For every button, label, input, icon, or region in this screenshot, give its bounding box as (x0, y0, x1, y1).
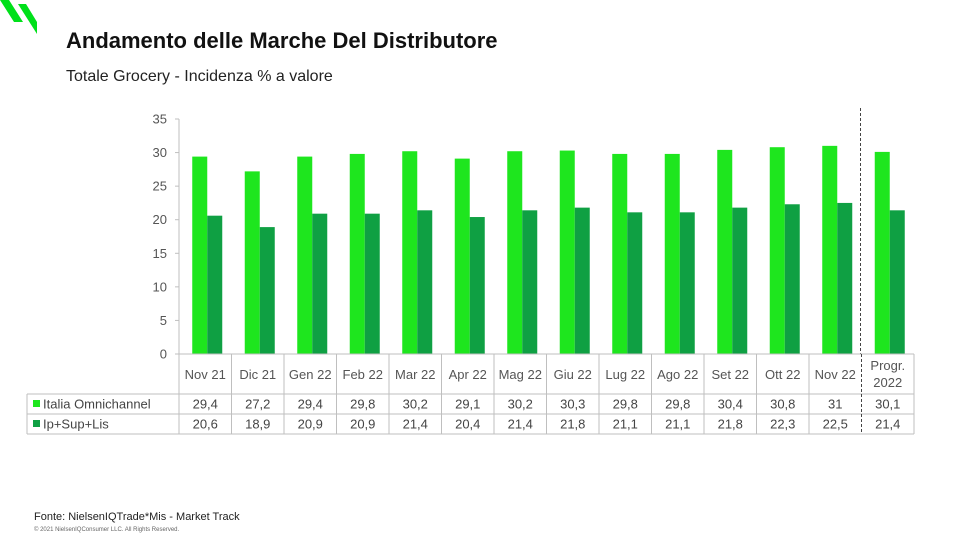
data-label: 21,8 (718, 417, 743, 432)
data-label: 18,9 (245, 417, 270, 432)
bar-ip-sup-lis (259, 227, 275, 354)
category-label: Apr 22 (449, 367, 487, 382)
data-label: 29,8 (665, 397, 690, 412)
data-label: 29,8 (350, 397, 375, 412)
data-label: 21,4 (403, 417, 428, 432)
bar-ip-sup-lis (574, 207, 590, 354)
data-label: 30,4 (718, 397, 743, 412)
page-title: Andamento delle Marche Del Distributore (66, 28, 498, 53)
y-tick-label: 35 (153, 112, 167, 127)
bar-ip-sup-lis (784, 204, 800, 354)
bar-ip-sup-lis (732, 207, 748, 354)
bar-ip-sup-lis (679, 212, 695, 354)
data-label: 21,1 (613, 417, 638, 432)
category-label: Lug 22 (605, 367, 645, 382)
y-tick-label: 0 (160, 347, 167, 362)
category-label: Mar 22 (395, 367, 435, 382)
y-tick-label: 5 (160, 313, 167, 328)
category-label: Feb 22 (343, 367, 383, 382)
data-label: 22,3 (770, 417, 795, 432)
category-label: Gen 22 (289, 367, 332, 382)
data-label: 27,2 (245, 397, 270, 412)
category-label: Set 22 (711, 367, 749, 382)
logo-stripe-right (18, 4, 37, 34)
data-label: 20,9 (298, 417, 323, 432)
page-subtitle: Totale Grocery - Incidenza % a valore (66, 68, 333, 85)
data-label: 21,8 (560, 417, 585, 432)
data-label: 30,2 (508, 397, 533, 412)
bar-italia-omnichannel (717, 149, 733, 354)
bar-ip-sup-lis (469, 217, 485, 354)
data-label: 29,4 (193, 397, 218, 412)
bar-ip-sup-lis (837, 202, 853, 354)
data-label: 29,8 (613, 397, 638, 412)
bar-italia-omnichannel (822, 145, 838, 354)
data-label: 29,4 (298, 397, 323, 412)
bar-italia-omnichannel (664, 153, 680, 354)
category-label: Ago 22 (657, 367, 698, 382)
y-tick-label: 25 (153, 179, 167, 194)
y-tick-label: 15 (153, 246, 167, 261)
data-label: 30,8 (770, 397, 795, 412)
y-tick-label: 10 (153, 279, 167, 294)
data-label: 21,1 (665, 417, 690, 432)
category-label: Progr. (870, 358, 905, 373)
category-label: 2022 (873, 375, 902, 390)
bar-ip-sup-lis (312, 213, 328, 354)
data-label: 22,5 (823, 417, 848, 432)
bar-italia-omnichannel (297, 156, 313, 354)
bar-italia-omnichannel (507, 151, 523, 354)
copyright-note: © 2021 NielsenIQConsumer LLC. All Rights… (34, 527, 180, 533)
bar-ip-sup-lis (627, 212, 643, 354)
category-label: Nov 21 (185, 367, 226, 382)
bar-ip-sup-lis (417, 210, 433, 354)
data-label: 20,4 (455, 417, 480, 432)
bar-italia-omnichannel (402, 151, 418, 354)
category-label: Nov 22 (815, 367, 856, 382)
y-tick-label: 20 (153, 212, 167, 227)
bar-italia-omnichannel (612, 153, 628, 354)
bar-italia-omnichannel (244, 171, 260, 354)
data-label: 30,1 (875, 397, 900, 412)
data-label: 29,1 (455, 397, 480, 412)
bar-ip-sup-lis (364, 213, 380, 354)
category-label: Ott 22 (765, 367, 800, 382)
data-label: 31 (828, 397, 842, 412)
bar-ip-sup-lis (522, 210, 538, 354)
category-label: Dic 21 (239, 367, 276, 382)
nielseniq-logo (0, 0, 37, 34)
data-label: 30,2 (403, 397, 428, 412)
bar-italia-omnichannel (192, 156, 208, 354)
logo-stripe-left (0, 0, 23, 22)
data-label: 21,4 (875, 417, 900, 432)
bar-italia-omnichannel (559, 150, 575, 354)
bar-italia-omnichannel (454, 158, 470, 354)
data-label: 20,6 (193, 417, 218, 432)
bar-italia-omnichannel (349, 153, 365, 354)
data-label: 20,9 (350, 417, 375, 432)
legend-key (33, 420, 40, 427)
data-label: 21,4 (508, 417, 533, 432)
series-name: Ip+Sup+Lis (43, 417, 109, 432)
category-label: Mag 22 (499, 367, 542, 382)
source-note: Fonte: NielsenIQTrade*Mis - Market Track (34, 511, 240, 523)
series-name: Italia Omnichannel (43, 397, 151, 412)
bar-ip-sup-lis (889, 210, 905, 354)
category-label: Giu 22 (554, 367, 592, 382)
bar-italia-omnichannel (769, 147, 785, 354)
y-tick-label: 30 (153, 145, 167, 160)
bar-ip-sup-lis (207, 215, 223, 354)
legend-key (33, 400, 40, 407)
data-label: 30,3 (560, 397, 585, 412)
bar-italia-omnichannel (874, 151, 890, 354)
